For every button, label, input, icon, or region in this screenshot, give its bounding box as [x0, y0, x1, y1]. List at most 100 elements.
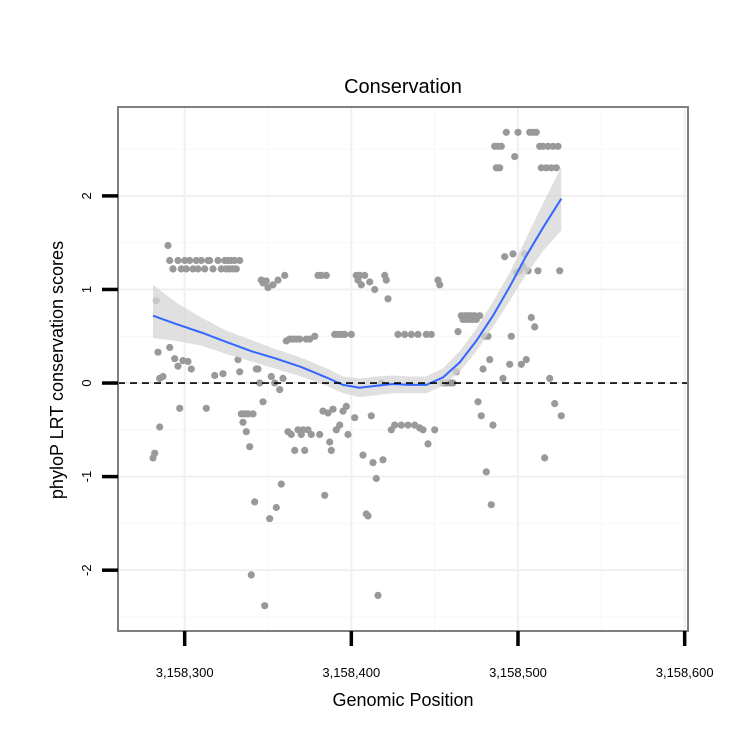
data-point — [551, 400, 559, 408]
data-point — [194, 265, 202, 273]
data-point — [341, 330, 349, 338]
data-point — [506, 360, 514, 368]
data-point — [329, 405, 337, 413]
data-point — [531, 323, 539, 331]
data-point — [497, 142, 505, 150]
data-point — [299, 426, 307, 434]
y-tick-label: 1 — [79, 286, 94, 293]
data-point — [374, 591, 382, 600]
y-axis-label: phyloP LRT conservation scores — [47, 241, 67, 499]
data-point — [489, 421, 497, 429]
data-point — [174, 256, 182, 265]
data-point — [502, 128, 510, 136]
data-point — [372, 474, 380, 483]
data-point — [422, 330, 430, 338]
data-point — [517, 360, 525, 368]
data-point — [277, 480, 285, 488]
data-point — [301, 446, 309, 454]
data-point — [296, 335, 304, 343]
data-point — [487, 501, 495, 509]
data-point — [324, 409, 332, 417]
data-point — [231, 256, 239, 265]
data-point — [344, 430, 352, 439]
data-point — [514, 128, 522, 136]
data-point — [404, 421, 412, 429]
data-point — [486, 356, 494, 364]
data-point — [357, 281, 365, 289]
x-axis-label: Genomic Position — [332, 690, 473, 710]
data-point — [371, 285, 379, 294]
data-point — [552, 164, 560, 172]
data-point — [436, 281, 444, 289]
data-point — [287, 430, 295, 439]
plot-panel — [117, 106, 689, 632]
data-point — [499, 374, 507, 382]
data-point — [192, 256, 200, 265]
data-point — [546, 374, 554, 382]
data-point — [232, 265, 240, 273]
x-tick-label: 3,158,400 — [322, 665, 380, 680]
data-point — [171, 355, 179, 363]
data-point — [181, 256, 189, 265]
data-point — [317, 271, 325, 279]
data-point — [174, 362, 182, 370]
data-point — [479, 365, 487, 373]
data-point — [431, 426, 439, 434]
data-point — [156, 423, 164, 431]
data-point — [351, 414, 359, 422]
data-point — [391, 421, 399, 429]
data-point — [342, 402, 350, 410]
data-point — [254, 365, 262, 373]
data-point — [274, 276, 282, 284]
data-point — [154, 348, 162, 356]
chart-title: Conservation — [344, 76, 462, 98]
data-point — [201, 265, 209, 273]
data-point — [347, 330, 355, 338]
data-point — [356, 271, 364, 279]
panel-border — [117, 106, 689, 632]
y-tick-label: -1 — [79, 471, 94, 483]
data-point — [151, 449, 159, 457]
data-point — [261, 602, 269, 610]
data-point — [554, 142, 562, 150]
data-point — [394, 330, 402, 338]
data-point — [401, 330, 409, 338]
data-point — [321, 491, 329, 499]
data-point — [209, 265, 217, 273]
data-point — [359, 451, 367, 459]
data-point — [256, 379, 264, 387]
data-point — [236, 368, 244, 376]
data-point — [547, 164, 555, 172]
data-point — [166, 256, 174, 265]
data-point — [367, 412, 375, 420]
data-point — [501, 253, 509, 261]
data-point — [532, 128, 540, 136]
data-point — [482, 468, 490, 476]
x-tick-label: 3,158,300 — [156, 665, 214, 680]
data-point — [549, 142, 557, 150]
data-point — [382, 276, 390, 284]
data-point — [169, 265, 177, 273]
data-point — [184, 357, 192, 366]
data-point — [522, 356, 530, 364]
data-point — [259, 398, 267, 406]
data-point — [279, 374, 287, 382]
data-point — [186, 256, 194, 265]
data-point — [247, 571, 255, 579]
data-point — [474, 398, 482, 406]
data-point — [251, 498, 259, 506]
data-point — [369, 459, 377, 467]
data-point — [557, 412, 565, 420]
data-point — [527, 313, 535, 322]
data-point — [322, 271, 330, 279]
data-point — [507, 332, 515, 340]
data-point — [364, 512, 372, 520]
data-point — [534, 267, 542, 275]
data-point — [424, 440, 432, 448]
smooth-trend-line — [152, 198, 563, 389]
data-point — [219, 370, 227, 378]
data-point — [239, 418, 247, 426]
data-point — [189, 265, 197, 273]
data-point — [454, 328, 462, 336]
